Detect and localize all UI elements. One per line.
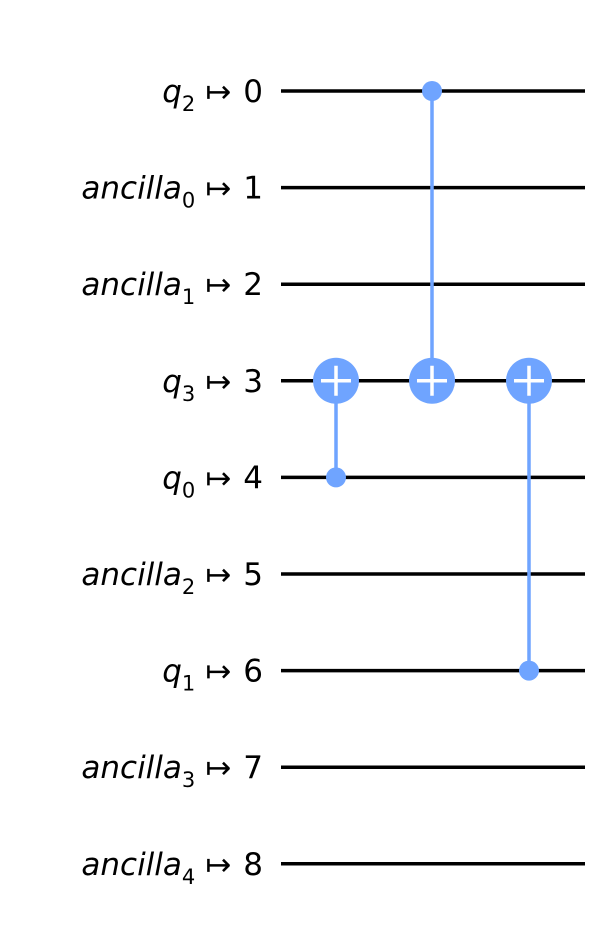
register-name: ancilla	[81, 171, 182, 207]
register-subscript: 1	[182, 672, 195, 696]
register-subscript: 1	[182, 285, 195, 309]
control-dot	[326, 467, 346, 488]
maps-to-arrow: ↦	[205, 750, 231, 786]
wire-label: ancilla0 ↦ 1	[81, 171, 263, 213]
control-dot	[422, 81, 442, 101]
physical-qubit-index: 3	[243, 364, 263, 400]
register-subscript: 3	[182, 768, 195, 792]
register-subscript: 0	[182, 189, 195, 213]
register-subscript: 3	[182, 382, 195, 406]
register-subscript: 2	[182, 575, 195, 599]
maps-to-arrow: ↦	[205, 74, 231, 110]
physical-qubit-index: 6	[243, 654, 263, 690]
wire-label: q0 ↦ 4	[162, 460, 263, 502]
maps-to-arrow: ↦	[205, 654, 231, 690]
maps-to-arrow: ↦	[205, 460, 231, 496]
wire-label: ancilla1 ↦ 2	[81, 267, 263, 309]
maps-to-arrow: ↦	[205, 171, 231, 207]
physical-qubit-index: 7	[243, 750, 263, 786]
wire-label: q3 ↦ 3	[162, 364, 263, 406]
wire-label: q1 ↦ 6	[162, 654, 263, 696]
register-name: q	[162, 74, 182, 110]
maps-to-arrow: ↦	[205, 847, 231, 883]
register-subscript: 4	[182, 865, 195, 889]
wire-label: ancilla4 ↦ 8	[81, 847, 263, 889]
register-name: q	[162, 654, 182, 690]
physical-qubit-index: 8	[243, 847, 263, 883]
register-name: ancilla	[81, 267, 182, 303]
register-name: q	[162, 460, 182, 496]
target-plus-icon	[321, 365, 351, 396]
physical-qubit-index: 4	[243, 460, 263, 496]
register-name: ancilla	[81, 847, 182, 883]
physical-qubit-index: 0	[243, 74, 263, 110]
maps-to-arrow: ↦	[205, 364, 231, 400]
wire-label: ancilla2 ↦ 5	[81, 557, 263, 599]
maps-to-arrow: ↦	[205, 267, 231, 303]
register-name: q	[162, 364, 182, 400]
cnot-gate	[506, 357, 552, 681]
control-dot	[519, 660, 539, 681]
register-subscript: 0	[182, 478, 195, 502]
wire-label: q2 ↦ 0	[162, 74, 263, 116]
gates	[313, 81, 552, 681]
wire-label: ancilla3 ↦ 7	[81, 750, 263, 792]
maps-to-arrow: ↦	[205, 557, 231, 593]
target-plus-icon	[514, 365, 544, 396]
register-name: ancilla	[81, 750, 182, 786]
register-subscript: 2	[182, 92, 195, 116]
physical-qubit-index: 5	[243, 557, 263, 593]
register-name: ancilla	[81, 557, 182, 593]
cnot-gate	[409, 81, 455, 404]
cnot-gate	[313, 357, 359, 488]
physical-qubit-index: 1	[243, 171, 263, 207]
physical-qubit-index: 2	[243, 267, 263, 303]
target-plus-icon	[417, 365, 447, 396]
